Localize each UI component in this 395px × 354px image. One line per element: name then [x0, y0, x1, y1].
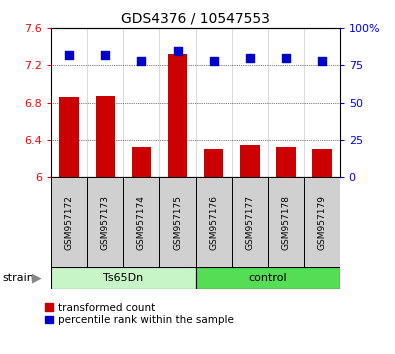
Text: ▶: ▶ [32, 272, 42, 284]
Text: GSM957172: GSM957172 [65, 195, 74, 250]
Text: GSM957179: GSM957179 [317, 195, 326, 250]
Bar [312, 149, 331, 177]
Point [102, 52, 109, 58]
Bar [160, 28, 196, 177]
Bar [167, 54, 187, 177]
Bar [231, 28, 267, 177]
Text: GSM957176: GSM957176 [209, 195, 218, 250]
Bar [240, 145, 260, 177]
Bar [267, 28, 304, 177]
Bar [304, 28, 340, 177]
Point [211, 58, 217, 64]
Bar [196, 177, 231, 267]
Title: GDS4376 / 10547553: GDS4376 / 10547553 [121, 12, 270, 26]
Point [318, 58, 325, 64]
Text: Ts65Dn: Ts65Dn [103, 273, 143, 283]
Bar [160, 177, 196, 267]
Text: strain: strain [2, 273, 34, 283]
Text: GSM957173: GSM957173 [101, 195, 110, 250]
Bar [123, 28, 160, 177]
Text: control: control [248, 273, 287, 283]
Bar [196, 267, 340, 289]
Bar [132, 147, 151, 177]
Bar [96, 96, 115, 177]
Bar [123, 177, 160, 267]
Text: GSM957174: GSM957174 [137, 195, 146, 250]
Point [174, 48, 181, 53]
Point [66, 52, 73, 58]
Bar [51, 177, 87, 267]
Legend: transformed count, percentile rank within the sample: transformed count, percentile rank withi… [45, 303, 234, 325]
Bar [267, 177, 304, 267]
Text: GSM957177: GSM957177 [245, 195, 254, 250]
Bar [87, 177, 123, 267]
Point [246, 55, 253, 61]
Text: GSM957175: GSM957175 [173, 195, 182, 250]
Bar [87, 28, 123, 177]
Bar [51, 267, 196, 289]
Bar [231, 177, 267, 267]
Bar [204, 149, 224, 177]
Bar [51, 28, 87, 177]
Bar [276, 147, 295, 177]
Point [282, 55, 289, 61]
Point [138, 58, 145, 64]
Bar [60, 97, 79, 177]
Bar [304, 177, 340, 267]
Text: GSM957178: GSM957178 [281, 195, 290, 250]
Bar [196, 28, 231, 177]
